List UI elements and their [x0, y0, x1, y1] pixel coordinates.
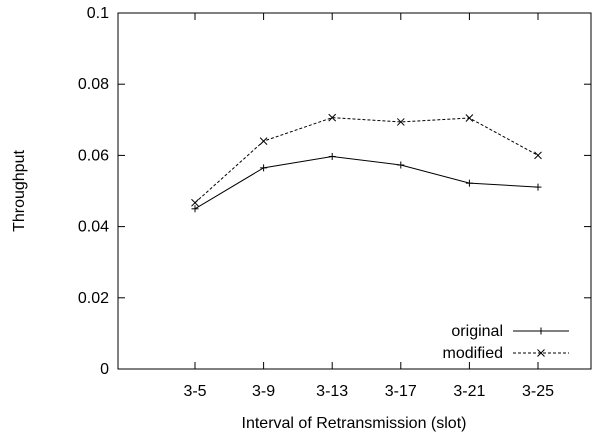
- x-axis: 3-5 3-9 3-13 3-17 3-21 3-25: [183, 13, 554, 400]
- series-layer: [191, 113, 542, 213]
- x-tick-label: 3-13: [316, 383, 348, 400]
- y-tick-label: 0.1: [87, 5, 109, 22]
- y-tick-label: 0.04: [78, 219, 109, 236]
- y-axis: 0 0.02 0.04 0.06 0.08 0.1: [78, 5, 591, 378]
- y-tick-label: 0.08: [78, 76, 109, 93]
- data-point-original: [260, 164, 268, 172]
- legend-marker-original: [537, 327, 545, 335]
- y-axis-label: Throughput: [11, 150, 28, 232]
- x-tick-label: 3-9: [252, 383, 275, 400]
- series-line-modified: [194, 117, 539, 204]
- data-point-original: [397, 161, 405, 169]
- x-tick-label: 3-21: [453, 383, 485, 400]
- data-point-original: [191, 205, 199, 213]
- legend-label-modified: modified: [443, 345, 503, 362]
- legend-marker-modified: [537, 349, 545, 357]
- data-point-original: [465, 179, 473, 187]
- series-line-original: [194, 155, 539, 210]
- y-tick-label: 0: [100, 361, 109, 378]
- data-point-modified: [328, 113, 337, 122]
- x-tick-label: 3-25: [522, 383, 554, 400]
- data-point-modified: [396, 118, 405, 126]
- legend: original modified: [443, 323, 569, 362]
- plot-frame: [117, 12, 592, 370]
- x-tick-label: 3-5: [183, 383, 206, 400]
- x-tick-label: 3-17: [385, 383, 417, 400]
- data-point-modified: [191, 198, 199, 207]
- x-axis-label: Interval of Retransmission (slot): [242, 415, 467, 432]
- data-point-modified: [465, 114, 474, 122]
- data-point-original: [534, 183, 542, 191]
- data-point-modified: [259, 137, 268, 146]
- data-point-original: [328, 152, 336, 160]
- y-tick-label: 0.06: [78, 147, 109, 164]
- y-tick-label: 0.02: [78, 290, 109, 307]
- data-point-modified: [534, 151, 542, 160]
- legend-label-original: original: [451, 323, 503, 340]
